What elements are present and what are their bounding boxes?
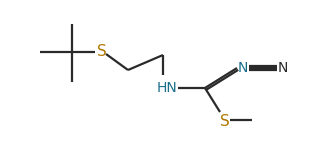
Text: S: S — [97, 44, 107, 60]
Text: S: S — [220, 114, 230, 129]
Text: N: N — [238, 61, 248, 75]
Text: N: N — [278, 61, 288, 75]
Text: HN: HN — [157, 81, 178, 95]
